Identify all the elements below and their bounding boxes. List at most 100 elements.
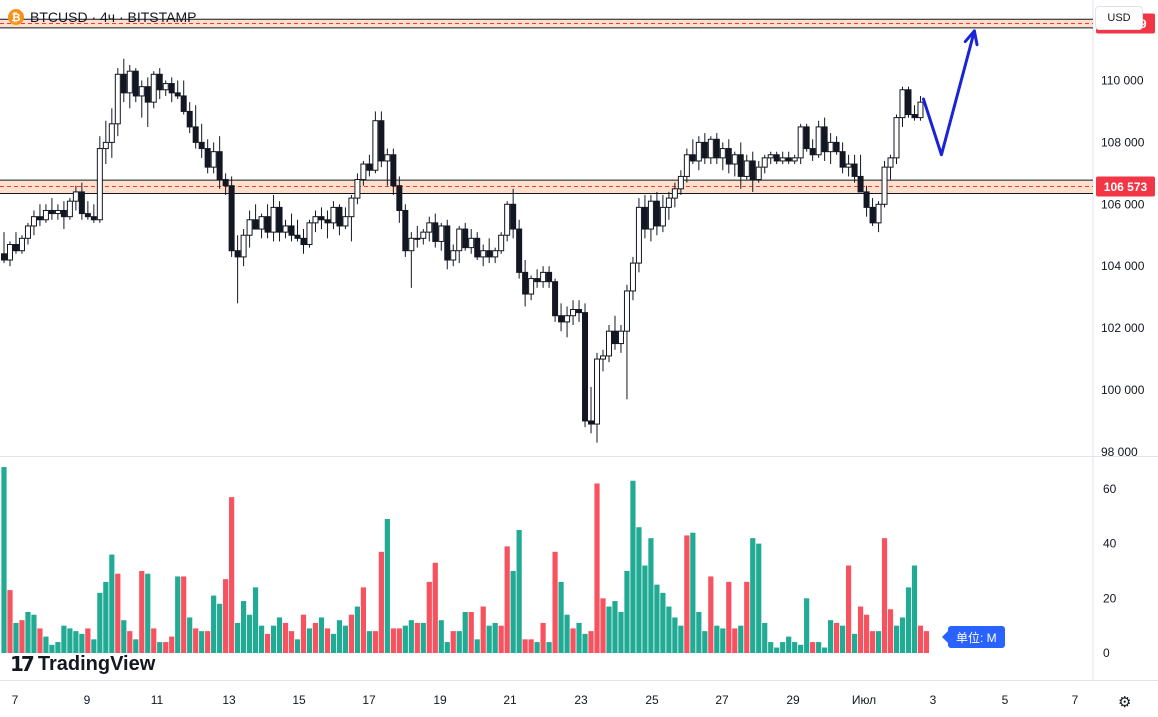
- candle: [773, 151, 780, 165]
- volume-bar: [91, 639, 97, 653]
- symbol-header[interactable]: ₿ BTCUSD · 4ч · BITSTAMP: [8, 7, 197, 27]
- candle-body: [540, 271, 547, 283]
- volume-bar: [145, 573, 151, 653]
- candle-body: [150, 73, 157, 103]
- candle: [18, 235, 25, 254]
- candle: [150, 71, 157, 109]
- volume-bar: [582, 633, 588, 653]
- candle-body: [528, 278, 535, 295]
- volume-bar: [492, 622, 498, 653]
- volume-bar: [594, 483, 600, 653]
- candle-body: [857, 175, 864, 193]
- volume-bar: [636, 527, 642, 653]
- time-tick-label: 21: [503, 693, 517, 707]
- candle: [462, 222, 469, 251]
- time-tick-label: 15: [292, 693, 306, 707]
- time-tick-label: 27: [715, 693, 729, 707]
- candle: [546, 266, 553, 288]
- candle: [785, 151, 792, 165]
- candle-body: [767, 154, 774, 159]
- volume-bar: [606, 606, 612, 653]
- candle-body: [420, 231, 427, 239]
- volume-bar: [714, 625, 720, 653]
- candle: [821, 117, 828, 161]
- volume-bar: [109, 554, 115, 653]
- candle: [378, 111, 385, 168]
- candle-body: [546, 271, 553, 283]
- price-tag-label: 106 573: [1104, 180, 1148, 194]
- volume-bar: [588, 631, 594, 653]
- candle-body: [450, 250, 457, 261]
- candle-body: [54, 209, 61, 215]
- candle-body: [797, 126, 804, 159]
- volume-bar: [414, 622, 420, 653]
- candle-body: [773, 154, 780, 162]
- volume-bar: [600, 598, 606, 653]
- volume-bar: [630, 480, 636, 653]
- candle-body: [288, 225, 295, 236]
- candle-body: [78, 191, 85, 215]
- volume-bar: [235, 622, 241, 653]
- volume-bar: [252, 587, 259, 653]
- candle: [899, 86, 906, 127]
- candle: [54, 204, 61, 220]
- candle: [743, 154, 750, 180]
- price-tick-label: 108 000: [1101, 135, 1145, 149]
- volume-bar: [324, 628, 331, 653]
- candle-body: [522, 271, 529, 295]
- volume-bar: [732, 628, 738, 653]
- volume-bar: [133, 639, 139, 653]
- volume-bar: [612, 601, 618, 653]
- volume-bar: [408, 620, 414, 653]
- volume-bar: [127, 631, 133, 653]
- currency-button[interactable]: USD: [1095, 6, 1143, 30]
- candle-body: [276, 206, 283, 233]
- candle: [204, 139, 211, 174]
- volume-bar: [863, 614, 870, 653]
- volume-bar: [654, 584, 660, 653]
- candle-body: [695, 141, 702, 162]
- candle-body: [623, 290, 630, 332]
- volume-bar: [163, 642, 169, 653]
- volume-bar: [666, 606, 672, 653]
- time-tick-label: Июл: [852, 693, 876, 707]
- volume-tick-label: 0: [1103, 646, 1110, 660]
- candle: [96, 136, 103, 223]
- candle-body: [426, 222, 433, 233]
- candle-body: [893, 117, 900, 159]
- volume-bar: [504, 546, 510, 653]
- volume-bar: [288, 631, 295, 653]
- candle-body: [659, 206, 666, 227]
- candle: [833, 136, 840, 155]
- time-tick-label: 29: [786, 693, 800, 707]
- volume-bar: [804, 598, 810, 653]
- volume-bar: [217, 603, 223, 653]
- gear-icon[interactable]: ⚙: [1118, 694, 1132, 711]
- candle-body: [737, 154, 744, 177]
- volume-bar: [744, 581, 750, 653]
- price-tick-label: 102 000: [1101, 321, 1145, 335]
- candle-body: [306, 222, 313, 246]
- candle: [594, 352, 601, 443]
- candle: [72, 185, 79, 211]
- tradingview-logo[interactable]: 17 TradingView: [10, 652, 155, 676]
- candle: [12, 232, 19, 254]
- volume-bar: [300, 614, 307, 653]
- candle: [498, 232, 505, 254]
- candle-body: [216, 151, 223, 181]
- candle: [84, 201, 91, 220]
- candle: [779, 151, 786, 165]
- candle: [60, 201, 67, 230]
- volume-bar: [432, 562, 438, 653]
- candle: [671, 182, 678, 208]
- time-tick-label: 25: [645, 693, 659, 707]
- candle: [252, 204, 259, 230]
- volume-bar: [780, 642, 786, 653]
- volume-bar: [205, 631, 211, 653]
- volume-bar: [199, 631, 205, 653]
- candle-body: [785, 157, 792, 162]
- candle: [767, 151, 774, 165]
- volume-bar: [576, 622, 582, 653]
- candle-body: [701, 141, 708, 159]
